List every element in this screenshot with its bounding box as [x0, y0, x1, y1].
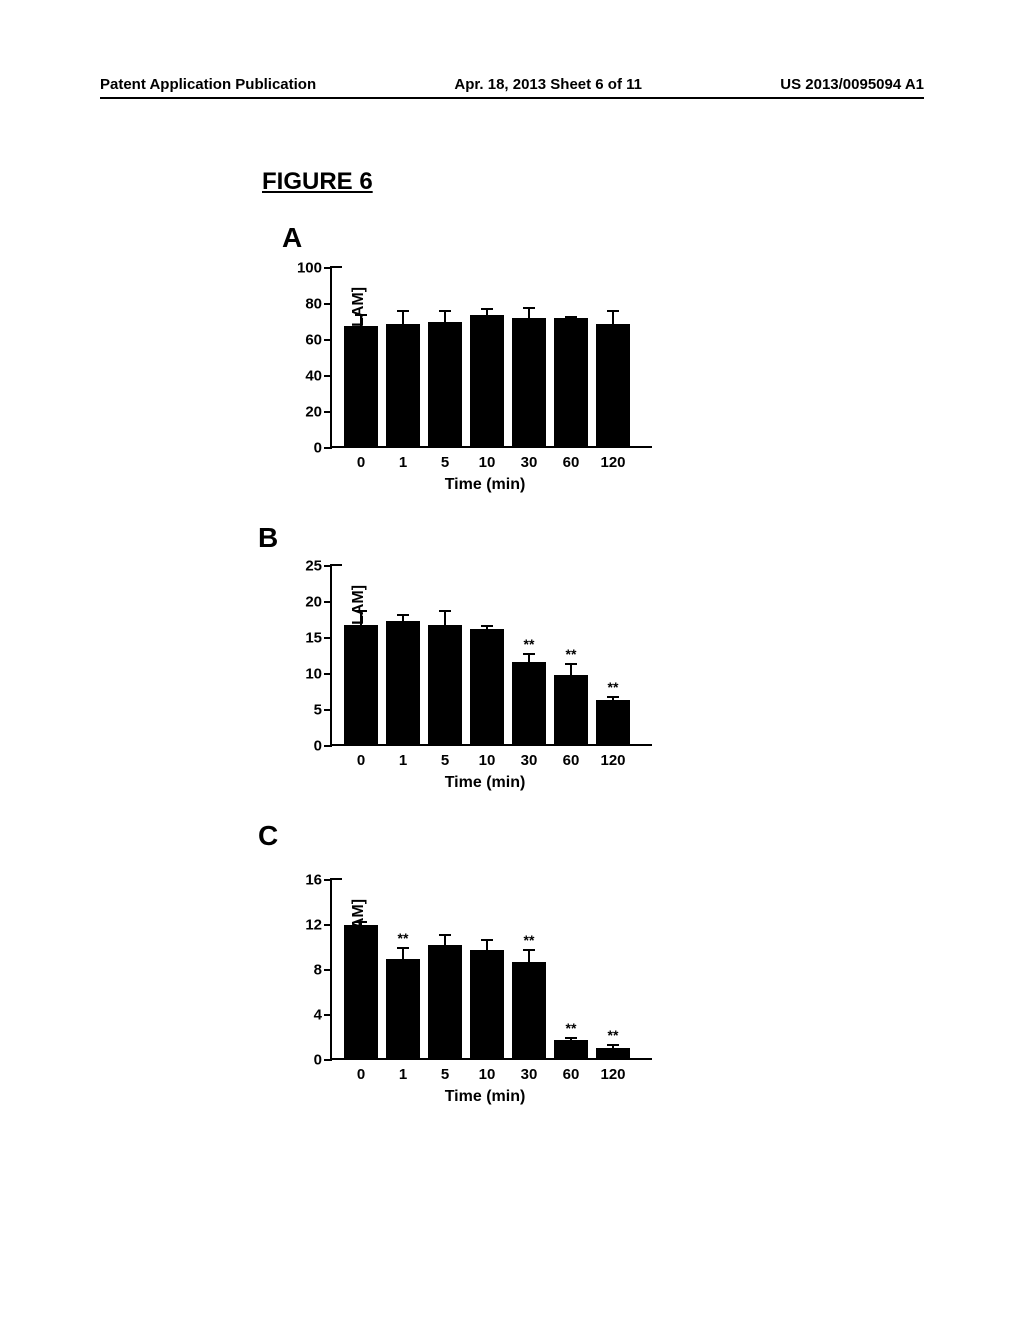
significance-marker: ** — [566, 1020, 577, 1036]
x-tick-label: 30 — [521, 752, 538, 769]
x-tick-label: 60 — [563, 454, 580, 471]
y-tick-label: 20 — [16, 594, 322, 611]
panel-label-C: C — [258, 820, 278, 852]
y-tick-label: 60 — [16, 332, 322, 349]
x-tick-label: 60 — [563, 752, 580, 769]
bar — [470, 315, 504, 448]
x-axis-label: Time (min) — [445, 476, 526, 494]
y-tick-label: 16 — [16, 872, 322, 889]
x-tick-label: 1 — [399, 454, 407, 471]
x-tick-label: 5 — [441, 454, 449, 471]
bar — [596, 324, 630, 448]
y-tick-label: 25 — [16, 558, 322, 575]
plot-area: 051015202501510**30**60**120 — [330, 566, 640, 746]
bar — [344, 326, 378, 448]
bar — [386, 324, 420, 448]
y-tick-label: 12 — [16, 917, 322, 934]
bar — [428, 625, 462, 746]
significance-marker: ** — [566, 646, 577, 662]
chart-C: Induction [pELAM]04812160**1510**30**60*… — [330, 880, 640, 1060]
x-tick-label: 60 — [563, 1066, 580, 1083]
bar — [344, 925, 378, 1060]
bar — [344, 625, 378, 746]
bar — [554, 675, 588, 746]
x-tick-label: 0 — [357, 1066, 365, 1083]
chart-A: Induction [pELAM]02040608010001510306012… — [330, 268, 640, 448]
significance-marker: ** — [398, 930, 409, 946]
x-tick-label: 0 — [357, 454, 365, 471]
bar — [512, 662, 546, 746]
plot-area: 020406080100015103060120 — [330, 268, 640, 448]
bar — [470, 629, 504, 746]
y-tick-label: 8 — [16, 962, 322, 979]
x-tick-label: 0 — [357, 752, 365, 769]
header-right: US 2013/0095094 A1 — [780, 76, 924, 93]
bar — [470, 950, 504, 1060]
y-tick-label: 80 — [16, 296, 322, 313]
y-tick-label: 15 — [16, 630, 322, 647]
bar — [554, 318, 588, 448]
y-tick-label: 0 — [16, 1052, 322, 1069]
x-tick-label: 1 — [399, 752, 407, 769]
x-axis-label: Time (min) — [445, 774, 526, 792]
bar — [554, 1040, 588, 1060]
bar — [512, 318, 546, 448]
x-tick-label: 30 — [521, 454, 538, 471]
y-tick-label: 20 — [16, 404, 322, 421]
chart-B: Induction [pELAM]051015202501510**30**60… — [330, 566, 640, 746]
x-tick-label: 30 — [521, 1066, 538, 1083]
bar — [386, 959, 420, 1060]
x-tick-label: 10 — [479, 752, 496, 769]
header-center: Apr. 18, 2013 Sheet 6 of 11 — [454, 76, 642, 93]
x-tick-label: 120 — [600, 1066, 625, 1083]
x-tick-label: 1 — [399, 1066, 407, 1083]
y-tick-label: 100 — [16, 260, 322, 277]
bar — [386, 621, 420, 746]
header-left: Patent Application Publication — [100, 76, 316, 93]
significance-marker: ** — [524, 636, 535, 652]
y-tick-label: 0 — [16, 440, 322, 457]
bar — [428, 322, 462, 448]
x-tick-label: 5 — [441, 752, 449, 769]
significance-marker: ** — [608, 679, 619, 695]
x-tick-label: 120 — [600, 454, 625, 471]
bar — [428, 945, 462, 1060]
bar — [596, 1048, 630, 1060]
x-tick-label: 120 — [600, 752, 625, 769]
significance-marker: ** — [524, 932, 535, 948]
x-tick-label: 5 — [441, 1066, 449, 1083]
figure-title: FIGURE 6 — [262, 168, 373, 196]
panel-label-B: B — [258, 522, 278, 554]
plot-area: 04812160**1510**30**60**120 — [330, 880, 640, 1060]
page-header: Patent Application Publication Apr. 18, … — [100, 76, 924, 99]
significance-marker: ** — [608, 1027, 619, 1043]
bar — [512, 962, 546, 1060]
y-tick-label: 40 — [16, 368, 322, 385]
panel-label-A: A — [282, 222, 302, 254]
bar — [596, 700, 630, 746]
y-tick-label: 0 — [16, 738, 322, 755]
y-tick-label: 10 — [16, 666, 322, 683]
x-tick-label: 10 — [479, 1066, 496, 1083]
y-tick-label: 5 — [16, 702, 322, 719]
y-tick-label: 4 — [16, 1007, 322, 1024]
x-axis-label: Time (min) — [445, 1088, 526, 1106]
x-tick-label: 10 — [479, 454, 496, 471]
